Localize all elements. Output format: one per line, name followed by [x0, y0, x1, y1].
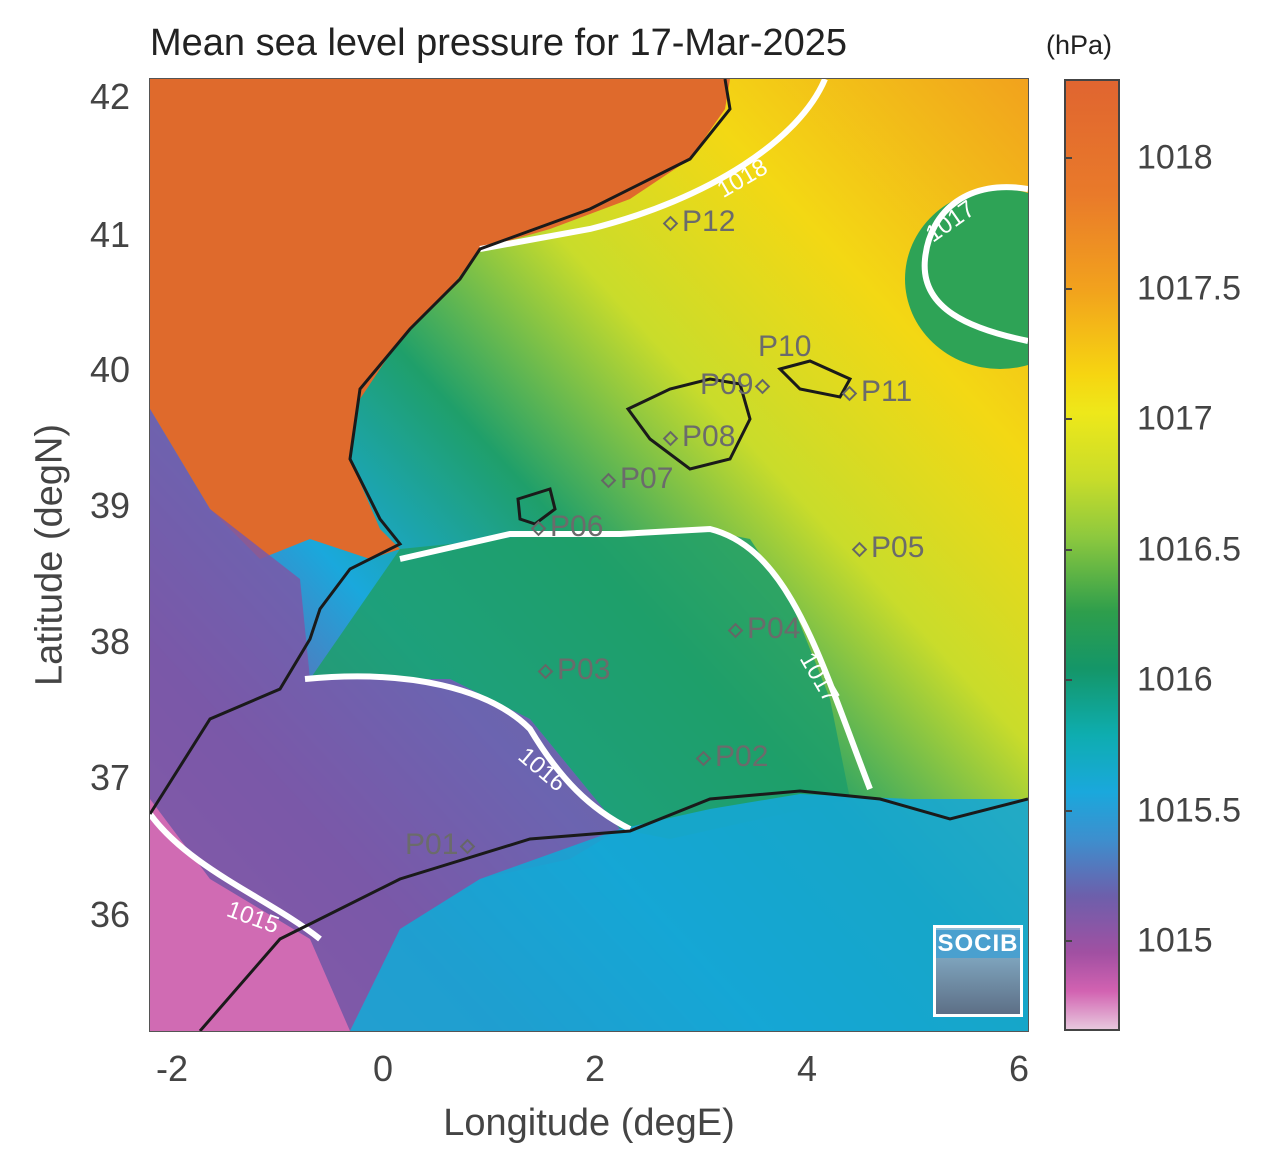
- colorbar-mark: [1064, 679, 1072, 681]
- x-tick-0: 0: [372, 1048, 394, 1089]
- iberia-coastline: [150, 79, 732, 815]
- colorbar-mark: [1064, 157, 1072, 159]
- station-p06[interactable]: P06: [530, 510, 603, 544]
- x-axis-label: Longitude (degE): [443, 1102, 735, 1144]
- colorbar-mark: [1064, 810, 1072, 812]
- colorbar-mark: [1064, 940, 1072, 942]
- colorbar-tick-1016-5: 1016.5: [1137, 530, 1241, 569]
- colorbar-tick-1015: 1015: [1137, 921, 1213, 960]
- socib-logo: SOCIB: [933, 925, 1023, 1017]
- africa-land: [350, 794, 1028, 1031]
- colorbar-mark: [1064, 418, 1072, 420]
- colorbar-units: (hPa): [1046, 30, 1113, 60]
- map-title: Mean sea level pressure for 17-Mar-2025: [150, 22, 848, 64]
- contour-1015: [150, 812, 322, 942]
- iberia-land: [150, 79, 730, 559]
- y-tick-36: 36: [89, 894, 130, 935]
- colorbar-tick-1015-5: 1015.5: [1137, 791, 1241, 830]
- station-p07[interactable]: P07: [600, 462, 673, 496]
- contour-1016: [304, 673, 632, 832]
- x-tick-4: 4: [796, 1048, 818, 1089]
- y-tick-40: 40: [89, 349, 130, 390]
- station-p05[interactable]: P05: [851, 531, 924, 565]
- colorbar: [1064, 79, 1120, 1031]
- x-tick-6: 6: [1008, 1048, 1030, 1089]
- menorca-island: [777, 359, 853, 399]
- mallorca-island: [625, 377, 752, 471]
- pressure-map: [149, 78, 1029, 1032]
- station-p01[interactable]: P01: [405, 828, 479, 862]
- station-p09[interactable]: P09: [700, 368, 774, 402]
- x-tick-minus2: -2: [155, 1048, 189, 1089]
- sw-lowest-pressure: [150, 799, 350, 1031]
- y-tick-38: 38: [89, 621, 130, 662]
- colorbar-tick-1017-5: 1017.5: [1137, 269, 1241, 308]
- station-p11[interactable]: P11: [841, 375, 912, 409]
- contour-1017-ne: [921, 184, 1028, 344]
- colorbar-mark: [1064, 288, 1072, 290]
- x-tick-2: 2: [584, 1048, 606, 1089]
- station-p04[interactable]: P04: [727, 612, 800, 646]
- colorbar-tick-1017: 1017: [1137, 399, 1213, 438]
- y-tick-37: 37: [89, 757, 130, 798]
- contour-1018: [479, 79, 828, 252]
- africa-coastline: [198, 789, 1028, 1031]
- central-green-band: [310, 529, 850, 839]
- station-p03[interactable]: P03: [537, 653, 610, 687]
- pressure-field: [150, 79, 1028, 1031]
- station-p02[interactable]: P02: [695, 740, 768, 774]
- ibiza-island: [516, 487, 557, 526]
- contour-1017: [399, 525, 873, 791]
- colorbar-tick-1018: 1018: [1137, 138, 1213, 177]
- ne-pressure-low: [905, 189, 1028, 369]
- y-tick-42: 42: [89, 76, 130, 117]
- station-p10[interactable]: P10: [758, 330, 812, 363]
- y-tick-39: 39: [89, 485, 130, 526]
- y-tick-41: 41: [89, 214, 130, 255]
- colorbar-mark: [1064, 549, 1072, 551]
- colorbar-tick-1016: 1016: [1137, 660, 1213, 699]
- station-p12[interactable]: P12: [662, 205, 735, 239]
- sw-pressure-low: [150, 409, 620, 1031]
- station-p08[interactable]: P08: [662, 420, 735, 454]
- y-axis-label: Latitude (degN): [28, 424, 71, 686]
